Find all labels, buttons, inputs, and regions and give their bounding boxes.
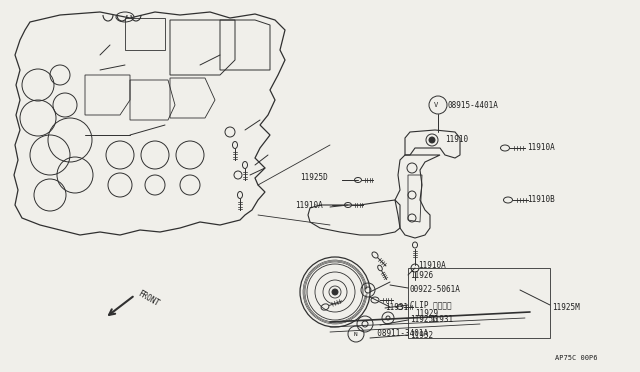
Text: 11925G: 11925G (410, 315, 438, 324)
Text: 08915-4401A: 08915-4401A (447, 100, 498, 109)
Text: 11910B: 11910B (527, 196, 555, 205)
Text: 08911-3401A: 08911-3401A (368, 330, 428, 339)
Text: 11910A: 11910A (527, 144, 555, 153)
Text: V: V (434, 102, 438, 108)
Circle shape (332, 289, 338, 295)
Text: 11931: 11931 (385, 304, 408, 312)
Text: FRONT: FRONT (136, 289, 160, 308)
Text: 11925M: 11925M (552, 304, 580, 312)
Text: 11932: 11932 (410, 330, 433, 340)
Text: CLIP クリップ: CLIP クリップ (410, 301, 452, 310)
Circle shape (429, 137, 435, 143)
Text: 11910: 11910 (445, 135, 468, 144)
Text: N: N (354, 331, 358, 337)
Text: 11926: 11926 (410, 270, 433, 279)
Text: 11925D: 11925D (300, 173, 328, 183)
Text: 11931: 11931 (430, 315, 453, 324)
Text: 11910A: 11910A (295, 201, 323, 209)
Text: 11910A: 11910A (418, 260, 445, 269)
Text: AP75C 00P6: AP75C 00P6 (555, 355, 598, 361)
Text: 11929: 11929 (415, 310, 438, 318)
Text: 00922-5061A: 00922-5061A (410, 285, 461, 295)
